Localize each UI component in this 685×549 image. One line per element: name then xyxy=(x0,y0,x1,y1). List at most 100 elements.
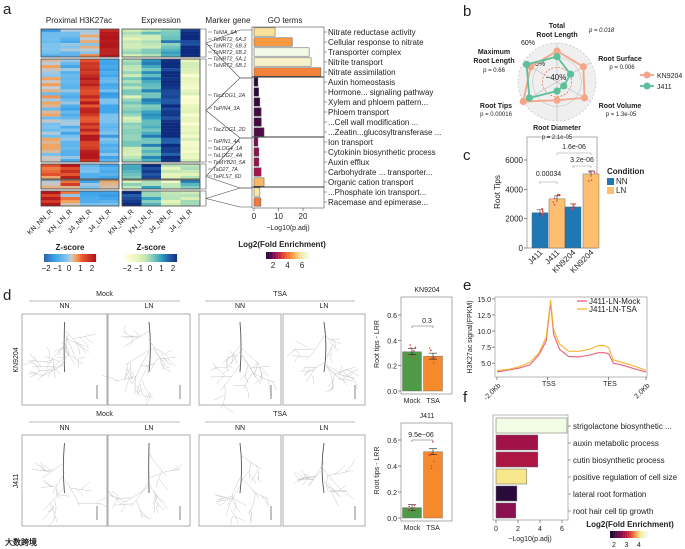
root-image xyxy=(282,313,366,406)
data-point xyxy=(573,203,576,205)
zscore-colorbar-segment xyxy=(72,254,75,262)
heatmap-cell xyxy=(122,98,142,102)
heatmap-cell xyxy=(180,80,201,84)
root-branch xyxy=(254,374,262,384)
heatmap-cell xyxy=(41,119,61,123)
heatmap-cell xyxy=(180,197,201,201)
heatmap-cell xyxy=(180,143,201,148)
root-branch xyxy=(77,360,79,368)
heatmap-cell xyxy=(99,110,120,114)
profile-legend-label: J411-LN-TSA xyxy=(589,305,638,314)
go-bar xyxy=(253,177,265,187)
root-branch xyxy=(139,364,154,366)
y-tick-label: 0.4 xyxy=(387,338,397,345)
heatmap-cell xyxy=(180,176,201,180)
radar-point xyxy=(566,70,575,78)
heatmap-cell xyxy=(80,68,100,72)
heatmap-cell xyxy=(161,128,181,132)
heatmap-cell xyxy=(60,203,81,207)
heatmap-cell xyxy=(41,74,61,78)
p-value-label: 0.00034 xyxy=(536,171,561,178)
root-branch xyxy=(226,354,237,359)
heatmap-cell xyxy=(161,152,181,157)
heatmap-cell xyxy=(80,71,100,75)
heatmap-cell xyxy=(99,80,120,84)
heatmap-cell xyxy=(180,116,201,120)
heatmap-cell xyxy=(122,40,142,44)
heatmap-cell xyxy=(141,101,162,105)
root-branch xyxy=(239,352,256,378)
heatmap-cell xyxy=(141,40,162,44)
heatmap-cell xyxy=(161,173,181,177)
heatmap-cell xyxy=(99,173,120,177)
heatmap-cell xyxy=(161,122,181,126)
zscore-tick: −1 xyxy=(134,264,144,273)
heatmap-cell xyxy=(80,83,100,87)
zscore-colorbar-segment xyxy=(141,254,144,262)
root-branch xyxy=(248,511,252,524)
root-branch xyxy=(244,365,249,379)
root-branch xyxy=(334,465,345,475)
root-branch xyxy=(54,347,64,352)
heatmap-cell xyxy=(80,54,100,58)
root-branch xyxy=(60,352,70,367)
root-branch xyxy=(298,475,316,480)
heatmap-cell xyxy=(141,86,162,90)
heatmap-cell xyxy=(99,98,120,102)
zscore-colorbar-segment xyxy=(171,254,174,262)
heatmap-cell xyxy=(99,167,120,171)
root-branch xyxy=(152,347,168,357)
data-point xyxy=(541,207,543,210)
heatmap-cell xyxy=(161,170,181,174)
root-branch xyxy=(53,360,56,379)
heatmap-cell xyxy=(99,183,120,187)
radar-ring-label: 0% xyxy=(535,61,545,68)
heatmap-cell xyxy=(180,77,201,81)
heatmap-cell xyxy=(41,65,61,69)
radar-p-value: p = 0.006 xyxy=(609,65,635,71)
condition-label: NN xyxy=(59,425,69,432)
heatmap-cell xyxy=(41,180,61,184)
heatmap-expression-title: Expression xyxy=(141,16,181,25)
go-bar xyxy=(253,137,259,147)
heatmap-cell xyxy=(41,62,61,66)
root-branch xyxy=(135,499,143,519)
heatmap-cell xyxy=(161,197,181,201)
heatmap-cell xyxy=(99,74,120,78)
fold-enrichment-colorbar-segment xyxy=(634,531,637,538)
data-point xyxy=(414,509,417,511)
heatmap-cell xyxy=(180,194,201,198)
fold-enrichment-tick: 6 xyxy=(300,261,305,270)
fold-enrichment-colorbar-segment xyxy=(611,531,614,538)
data-point xyxy=(572,208,574,211)
heatmap-group-border xyxy=(121,163,201,180)
root-branch xyxy=(30,360,52,363)
root-branch xyxy=(338,366,356,374)
root-branch xyxy=(42,465,50,471)
root-branch xyxy=(239,477,259,499)
data-point xyxy=(553,203,556,206)
heatmap-cell xyxy=(180,200,201,204)
heatmap-cell xyxy=(60,131,81,135)
heatmap-cell xyxy=(60,134,81,138)
zscore-colorbar-segment xyxy=(44,254,47,262)
heatmap-cell xyxy=(180,191,201,195)
root-branch xyxy=(221,403,234,413)
root-branch xyxy=(265,497,269,507)
heatmap-cell xyxy=(161,143,181,148)
heatmap-cell xyxy=(141,116,162,120)
radar-point xyxy=(580,94,589,102)
root-branch xyxy=(45,345,65,370)
root-branch xyxy=(145,392,150,401)
fold-enrichment-tick: 2 xyxy=(612,542,616,549)
heatmap-cell xyxy=(41,128,61,132)
heatmap-cell xyxy=(180,34,201,38)
heatmap-cell xyxy=(141,119,162,123)
genotype-label: KN9204 xyxy=(13,347,20,372)
heatmap-cell xyxy=(122,89,142,93)
zscore-colorbar-segment xyxy=(125,254,128,262)
condition-legend-label: NN xyxy=(616,177,628,186)
heatmap-cell xyxy=(60,37,81,41)
go-bar xyxy=(253,67,322,77)
heatmap-cell xyxy=(41,83,61,87)
